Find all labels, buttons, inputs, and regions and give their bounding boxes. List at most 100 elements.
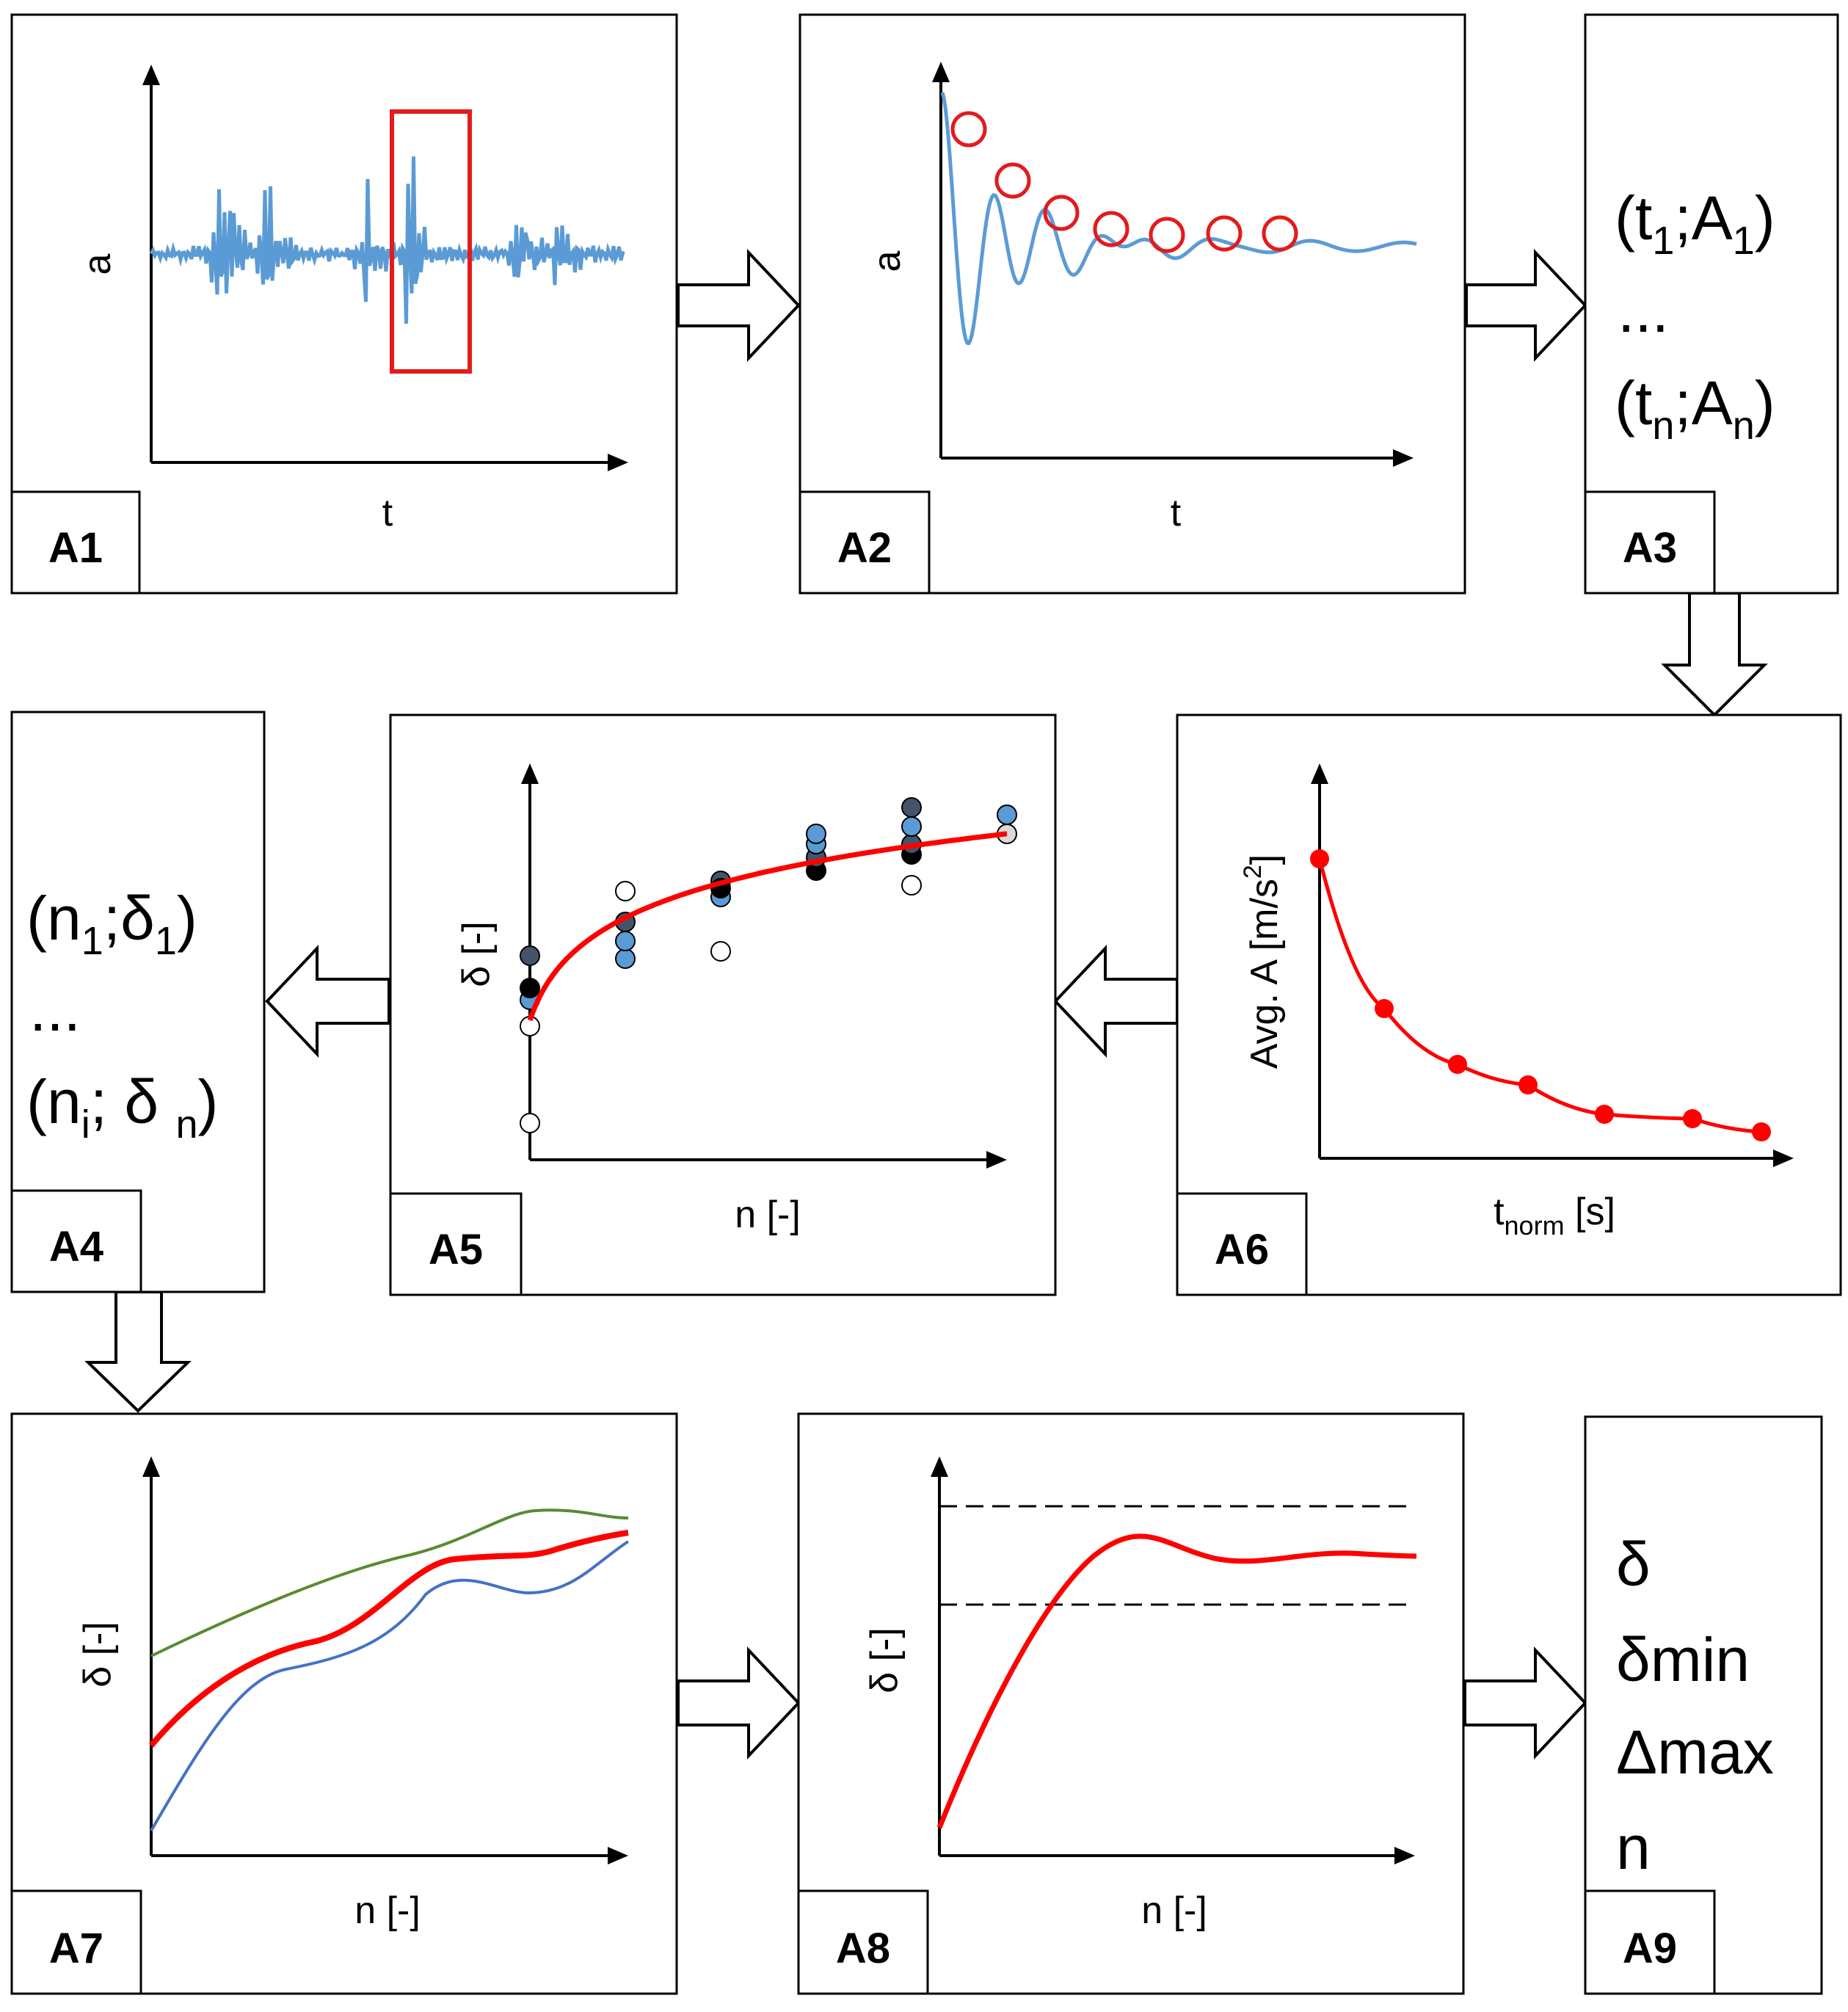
tuple-ellipsis: ... <box>29 975 81 1044</box>
scatter-point <box>901 816 922 837</box>
lower-bound-curve <box>150 1540 630 1832</box>
scatter-point <box>520 978 540 998</box>
scatter-point <box>806 824 826 844</box>
x-axis-label: t <box>1171 492 1182 534</box>
panel-label: A8 <box>836 1925 890 1972</box>
tuple-last: (ni; δ n) <box>26 1067 219 1147</box>
y-axis-label: δ [-] <box>76 1621 119 1688</box>
peak-markers <box>950 111 1298 253</box>
panel-a4: (n1;δ1) ... (ni; δ n) A4 <box>10 711 266 1293</box>
arrow-a3-to-a6 <box>1661 592 1768 717</box>
panel-label-box <box>799 490 931 595</box>
peak-marker <box>950 111 987 148</box>
decay-point <box>1595 1105 1614 1124</box>
y-axis-arrowhead <box>1311 763 1328 784</box>
peak-marker <box>1262 215 1298 252</box>
panel-label-box <box>797 1889 929 1995</box>
panel-a5: δ [-] n [-] A5 <box>389 713 1057 1296</box>
y-axis-arrowhead <box>142 1456 160 1477</box>
y-axis-label: a <box>76 253 119 275</box>
panel-label-box <box>1584 1889 1716 1995</box>
upper-bound-curve <box>150 1508 629 1657</box>
panel-label: A4 <box>49 1223 103 1271</box>
panel-label: A9 <box>1623 1925 1677 1972</box>
arrow-a6-to-a5 <box>1053 944 1179 1058</box>
x-axis-label: tnorm [s] <box>1494 1191 1615 1241</box>
panel-label-box <box>389 1192 523 1296</box>
panel-label-box <box>10 490 141 595</box>
x-axis-arrowhead <box>608 454 628 471</box>
panel-a1: a t A1 <box>10 13 678 595</box>
y-axis-label: Avg. A [m/s2] <box>1239 854 1286 1069</box>
tuple-first: (n1;δ1) <box>26 884 197 963</box>
peak-marker <box>1043 195 1080 231</box>
scatter-point <box>901 797 922 818</box>
peak-marker <box>994 162 1031 199</box>
decay-point <box>1752 1122 1771 1141</box>
tuple-last: (tn;An) <box>1615 368 1775 448</box>
output-delta-min: δmin <box>1616 1625 1750 1694</box>
y-axis-label: a <box>866 250 909 272</box>
scatter-point <box>520 945 540 966</box>
panel-label: A2 <box>837 524 892 572</box>
arrow-a4-to-a7 <box>84 1290 192 1413</box>
arrow-a5-to-a4 <box>265 944 390 1058</box>
vibration-signal-line <box>149 156 625 324</box>
scatter-point <box>710 941 731 962</box>
tuple-ellipsis: ... <box>1618 276 1669 345</box>
x-axis-arrowhead <box>986 1151 1007 1169</box>
panel-a9: δ δmin Δmax n A9 <box>1584 1415 1823 1995</box>
x-axis-arrowhead <box>608 1847 628 1864</box>
x-axis-arrowhead <box>1393 449 1414 467</box>
panel-label: A7 <box>49 1925 103 1972</box>
peak-marker <box>1206 215 1243 252</box>
panel-label: A5 <box>429 1226 483 1274</box>
panel-a3: (t1;A1) ... (tn;An) A3 <box>1584 13 1839 595</box>
scatter-point <box>520 1113 540 1133</box>
panel-a7: δ [-] n [-] A7 <box>10 1412 678 1995</box>
scatter-point <box>997 805 1017 825</box>
scatter-point <box>615 881 636 901</box>
output-n: n <box>1616 1813 1651 1882</box>
panel-label-box <box>1584 490 1716 595</box>
panel-label-box <box>10 1889 142 1995</box>
x-axis-label: n [-] <box>735 1194 801 1236</box>
flow-arrows <box>84 248 1768 1760</box>
decay-points <box>1310 849 1771 1141</box>
panel-label: A1 <box>48 524 103 572</box>
y-axis-arrowhead <box>931 1456 948 1477</box>
panel-label-box <box>10 1189 142 1293</box>
panel-label-box <box>1176 1192 1308 1296</box>
arrow-a7-to-a8 <box>677 1646 801 1760</box>
panel-a8: δ [-] n [-] A8 <box>797 1412 1465 1995</box>
y-axis-arrowhead <box>521 763 539 784</box>
decay-point <box>1310 849 1329 868</box>
x-axis-label: n [-] <box>1141 1889 1207 1932</box>
fit-curve <box>527 831 1008 1022</box>
decay-point <box>1518 1075 1538 1094</box>
x-axis-arrowhead <box>1394 1847 1415 1864</box>
decay-point <box>1448 1055 1467 1074</box>
arrow-a1-to-a2 <box>677 248 801 363</box>
output-delta: δ <box>1616 1530 1651 1599</box>
decay-point <box>1683 1109 1702 1128</box>
convergence-curve <box>936 1533 1417 1829</box>
x-axis-label: n [-] <box>354 1889 421 1932</box>
scatter-point <box>615 931 636 951</box>
damped-oscillation-line <box>940 92 1417 346</box>
x-axis-arrowhead <box>1773 1150 1794 1167</box>
x-axis-label: t <box>382 492 393 534</box>
panel-label: A6 <box>1215 1226 1269 1274</box>
y-axis-label: δ [-] <box>455 921 498 987</box>
scatter-point <box>615 948 636 969</box>
panel-label: A3 <box>1623 524 1677 572</box>
scatter-point <box>901 875 922 896</box>
panel-a6: Avg. A [m/s2] tnorm [s] A6 <box>1176 713 1842 1296</box>
arrow-a8-to-a9 <box>1463 1646 1587 1760</box>
output-delta-max: Δmax <box>1616 1718 1774 1787</box>
mean-curve <box>148 1530 629 1748</box>
tuple-first: (t1;A1) <box>1615 184 1775 263</box>
y-axis-arrowhead <box>932 62 950 82</box>
y-axis-label: δ [-] <box>863 1627 906 1693</box>
y-axis-arrowhead <box>142 65 160 85</box>
